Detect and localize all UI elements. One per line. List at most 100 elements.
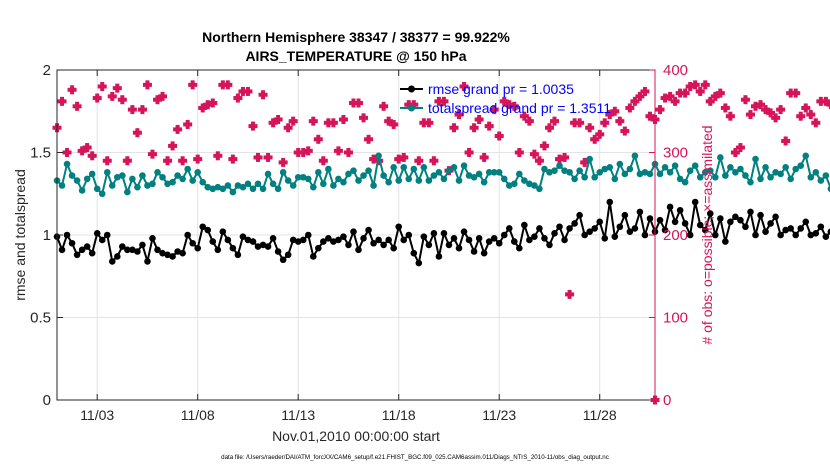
spread-point (481, 179, 488, 186)
legend-rmse-marker (408, 86, 415, 93)
rmse-point (375, 237, 382, 244)
obs-marker-v (236, 94, 240, 103)
obs-marker-v (402, 153, 406, 162)
obs-marker-v (306, 146, 310, 155)
spread-point (818, 177, 825, 184)
spread-point (410, 166, 417, 173)
rmse-point (531, 233, 538, 240)
rmse-point (345, 242, 352, 249)
rmse-point (416, 260, 423, 267)
spread-point (340, 179, 347, 186)
rmse-point (114, 253, 121, 260)
obs-marker-v (537, 156, 541, 165)
rmse-point (823, 233, 830, 240)
y-right-tick-label: 0 (663, 392, 671, 409)
rmse-point (179, 250, 186, 257)
obs-marker-v (226, 80, 230, 89)
rmse-point (149, 235, 156, 242)
spread-point (134, 184, 141, 191)
obs-marker-v (336, 146, 340, 155)
rmse-point (99, 237, 106, 244)
obs-marker-v (472, 123, 476, 132)
rmse-point (209, 238, 216, 245)
spread-point (325, 166, 332, 173)
spread-point (757, 176, 764, 183)
spread-point (662, 164, 669, 171)
spread-point (556, 162, 563, 169)
spread-point (79, 187, 86, 194)
rmse-point (109, 258, 116, 265)
spread-point (385, 179, 392, 186)
rmse-point (752, 232, 759, 239)
obs-marker-v (568, 290, 572, 299)
obs-marker-v (311, 117, 315, 126)
spread-point (797, 162, 804, 169)
obs-marker-v (256, 153, 260, 162)
spread-point (687, 167, 694, 174)
obs-marker-v (95, 94, 99, 103)
obs-marker-v (693, 80, 697, 89)
spread-point (395, 177, 402, 184)
obs-marker-v (231, 155, 235, 164)
rmse-point (94, 230, 101, 237)
spread-point (129, 176, 136, 183)
obs-marker-v (120, 95, 124, 104)
spread-point (355, 177, 362, 184)
obs-marker-v (191, 80, 195, 89)
rmse-point (451, 235, 458, 242)
spread-point (421, 164, 428, 171)
rmse-point (84, 243, 91, 250)
rmse-point (69, 240, 76, 247)
obs-marker-v (367, 135, 371, 144)
rmse-point (64, 232, 71, 239)
rmse-point (355, 247, 362, 254)
spread-point (109, 182, 116, 189)
rmse-point (556, 223, 563, 230)
spread-point (265, 171, 272, 178)
spread-point (189, 177, 196, 184)
rmse-point (797, 225, 804, 232)
rmse-point (300, 237, 307, 244)
obs-marker-v (658, 105, 662, 114)
rmse-point (265, 243, 272, 250)
rmse-point (441, 230, 448, 237)
spread-point (586, 156, 593, 163)
obs-marker-v (427, 118, 431, 127)
spread-point (566, 169, 573, 176)
spread-point (632, 153, 639, 160)
obs-marker-v (728, 112, 732, 121)
y-left-tick-label: 0 (43, 392, 51, 409)
x-tick-label: 11/03 (80, 407, 114, 423)
y-left-tick-label: 1 (43, 227, 51, 244)
rmse-point (511, 238, 518, 245)
rmse-point (541, 235, 548, 242)
spread-point (169, 179, 176, 186)
spread-point (405, 176, 412, 183)
obs-marker-v (65, 148, 69, 157)
rmse-point (476, 235, 483, 242)
rmse-point (59, 247, 66, 254)
spread-point (64, 161, 71, 168)
spread-point (667, 169, 674, 176)
spread-point (591, 174, 598, 181)
obs-marker-v (85, 143, 89, 152)
rmse-point (491, 235, 498, 242)
spread-point (365, 167, 372, 174)
obs-marker-v (452, 123, 456, 132)
spread-point (390, 164, 397, 171)
obs-marker-v (547, 123, 551, 132)
rmse-point (496, 240, 503, 247)
spread-point (99, 190, 106, 197)
obs-marker-v (70, 85, 74, 94)
rmse-point (431, 230, 438, 237)
obs-marker-v (542, 141, 546, 150)
rmse-point (466, 237, 473, 244)
spread-point (456, 177, 463, 184)
obs-marker-v (487, 122, 491, 131)
obs-marker-v (623, 127, 627, 136)
rmse-point (315, 245, 322, 252)
obs-marker-v (382, 102, 386, 111)
spread-point (752, 156, 759, 163)
rmse-point (647, 215, 654, 222)
